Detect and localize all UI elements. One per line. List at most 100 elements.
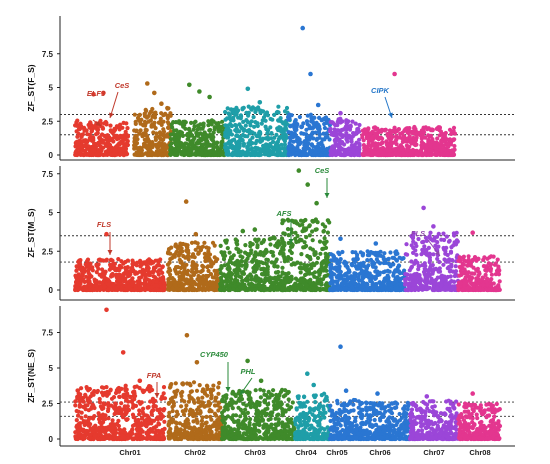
data-point (110, 258, 115, 263)
data-point (322, 241, 327, 247)
data-point (219, 282, 224, 287)
data-point (412, 124, 417, 130)
data-point (90, 287, 95, 293)
data-point (198, 286, 203, 291)
data-point (322, 266, 327, 271)
data-point (269, 249, 274, 255)
data-point (265, 131, 270, 136)
data-point (318, 251, 323, 256)
outlier-point (104, 231, 109, 237)
data-point (364, 273, 369, 279)
data-point (414, 151, 419, 156)
data-point (279, 236, 285, 241)
data-point (311, 286, 316, 291)
data-point (227, 266, 232, 271)
data-point (137, 286, 142, 291)
data-point (248, 250, 253, 256)
y-tick-label: 0 (49, 286, 54, 295)
data-point (79, 134, 84, 139)
data-point (268, 280, 273, 285)
data-point (433, 146, 438, 151)
outlier-point (193, 231, 199, 237)
data-point (132, 143, 137, 148)
data-point (378, 135, 384, 140)
data-point (129, 287, 134, 293)
data-point (304, 152, 309, 158)
data-point (441, 133, 446, 138)
data-point (107, 142, 113, 148)
data-point (196, 150, 201, 156)
data-point (320, 222, 325, 227)
data-point (293, 133, 298, 138)
data-point (301, 146, 306, 151)
data-point (77, 150, 82, 155)
data-point (347, 134, 352, 139)
data-point (291, 285, 296, 290)
data-point (288, 152, 293, 157)
data-point (166, 286, 171, 291)
gene-annotation: CeS (109, 81, 129, 119)
data-point (133, 271, 138, 276)
data-point (337, 272, 343, 277)
data-point (269, 136, 274, 141)
data-point (391, 255, 397, 260)
data-point (286, 233, 291, 238)
data-point (366, 263, 371, 268)
data-point (143, 285, 148, 290)
data-point (241, 143, 246, 148)
data-point (452, 273, 457, 279)
data-point (245, 274, 251, 279)
data-point (74, 268, 79, 273)
data-point (183, 141, 188, 146)
data-point (299, 252, 304, 257)
series-chr03 (168, 82, 227, 158)
data-point (132, 139, 137, 144)
data-point (322, 125, 327, 131)
data-point (243, 250, 248, 255)
data-point (381, 270, 386, 275)
data-point (441, 231, 446, 236)
data-point (384, 142, 390, 147)
data-point (258, 250, 263, 255)
data-point (175, 138, 180, 143)
data-point (306, 141, 311, 146)
data-point (400, 151, 406, 156)
data-point (383, 257, 388, 262)
data-point (249, 277, 254, 282)
data-point (240, 126, 245, 131)
data-point (100, 132, 105, 137)
data-point (100, 126, 106, 131)
data-point (310, 271, 315, 276)
data-point (195, 127, 200, 132)
data-point (287, 141, 292, 146)
data-point (249, 119, 254, 124)
data-point (111, 266, 116, 271)
data-point (125, 126, 130, 131)
data-point (238, 254, 243, 259)
data-point (302, 240, 307, 245)
data-point (113, 285, 118, 291)
data-point (322, 236, 327, 241)
data-point (124, 270, 129, 275)
data-point (116, 257, 121, 262)
data-point (441, 245, 446, 251)
data-point (272, 112, 277, 117)
data-point (234, 112, 239, 117)
data-point (186, 254, 191, 259)
data-point (332, 144, 337, 149)
data-point (342, 127, 347, 132)
data-point (450, 258, 455, 263)
data-point (403, 252, 408, 257)
data-point (265, 257, 270, 263)
data-point (311, 121, 316, 126)
data-point (216, 129, 221, 134)
data-point (323, 135, 328, 140)
data-point (176, 253, 181, 258)
data-point (311, 152, 316, 157)
data-point (227, 113, 232, 118)
data-point (215, 145, 220, 150)
data-point (412, 130, 417, 135)
data-point (212, 268, 217, 273)
data-point (325, 230, 330, 235)
data-point (448, 250, 454, 255)
